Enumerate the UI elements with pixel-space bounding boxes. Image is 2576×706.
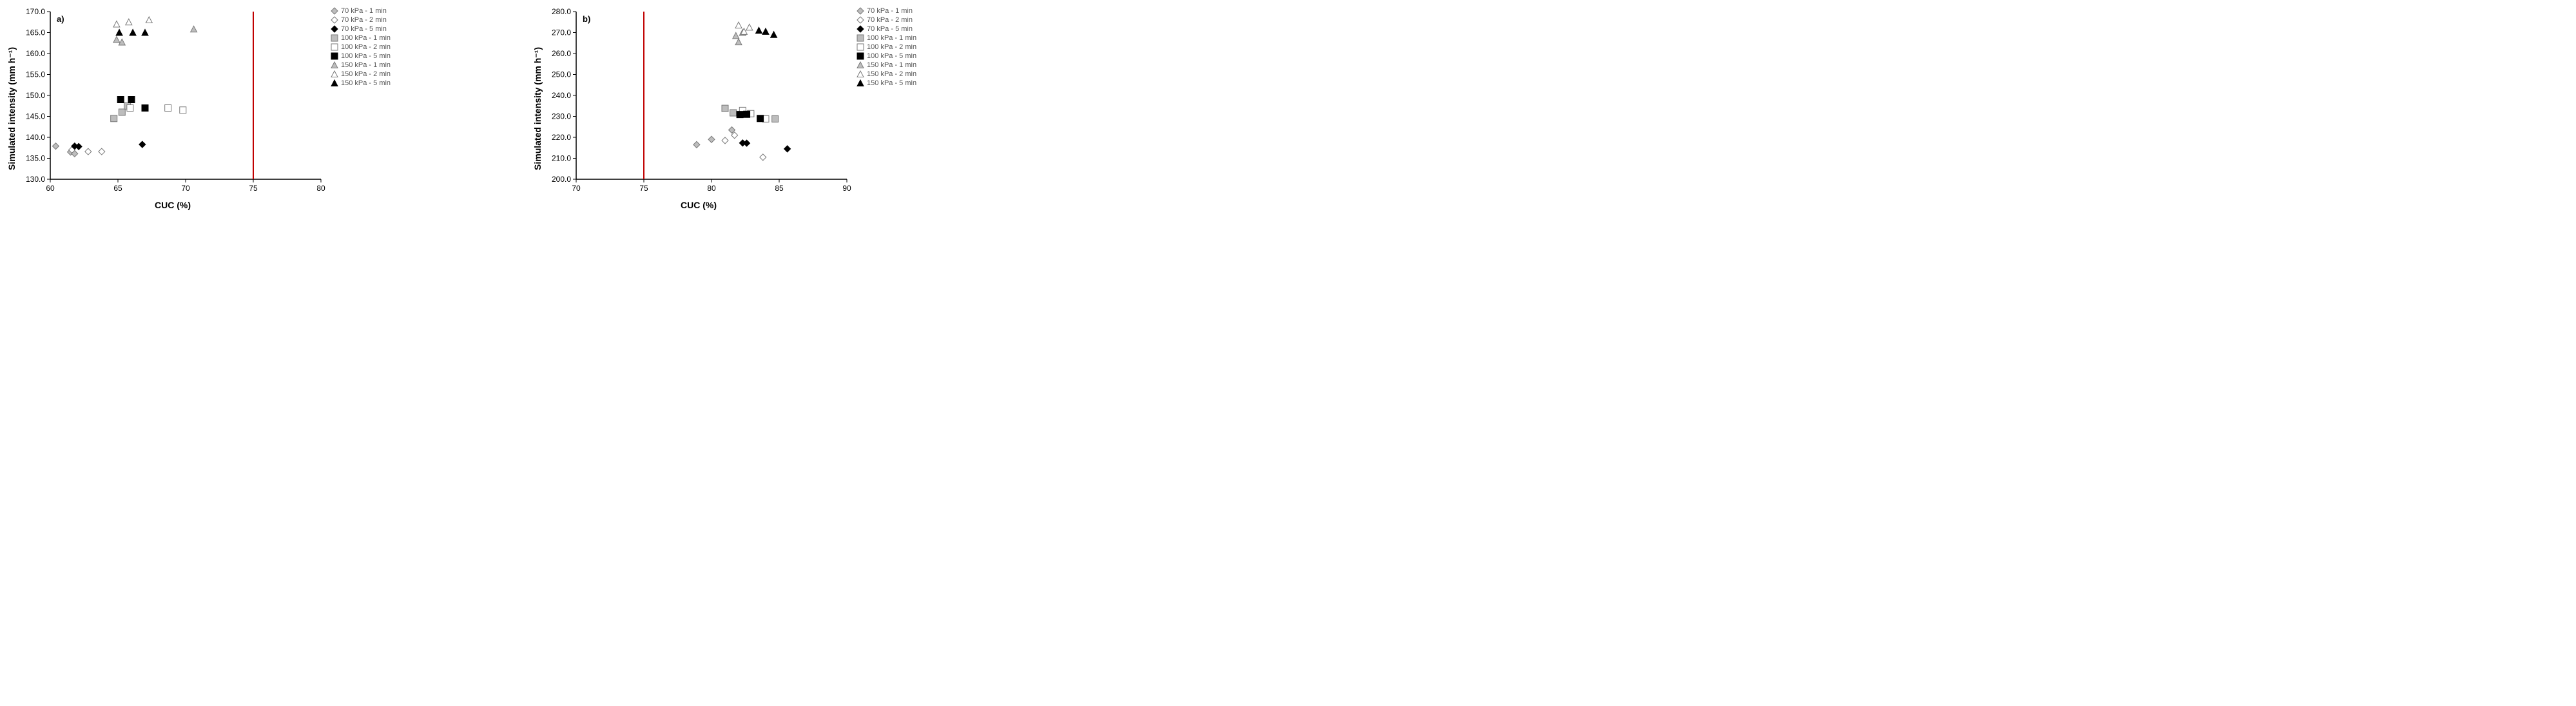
legend-item: 70 kPa - 5 min [856,25,916,34]
svg-text:90: 90 [842,184,851,193]
svg-text:150.0: 150.0 [26,91,45,100]
scatter-plot-b: 200.0 210.0 220.0 230.0 240.0 250.0 260.0 270.0… [545,6,852,197]
svg-text:240.0: 240.0 [552,91,571,100]
legend-label: 100 kPa - 5 min [341,52,391,61]
svg-text:65: 65 [113,184,122,193]
chart-a-row: Simulated intensity (mm h⁻¹) 130.0135.01… [6,6,326,210]
legend-item: 70 kPa - 2 min [856,15,916,25]
legend-item: 100 kPa - 5 min [330,52,391,61]
legend-item: 70 kPa - 2 min [330,15,391,25]
ylabel-a: Simulated intensity (mm h⁻¹) [6,47,17,170]
legend-label: 70 kPa - 2 min [341,16,387,25]
svg-text:70: 70 [181,184,190,193]
legend-item: 150 kPa - 2 min [330,70,391,79]
svg-text:140.0: 140.0 [26,133,45,142]
legend-label: 100 kPa - 2 min [867,43,916,52]
svg-text:160.0: 160.0 [26,49,45,58]
legend-label: 70 kPa - 5 min [867,25,913,34]
chart-b-row: Simulated intensity (mm h⁻¹) 200.0210.02… [532,6,852,210]
legend-label: 70 kPa - 5 min [341,25,387,34]
svg-text:a): a) [57,14,64,24]
legend-label: 150 kPa - 2 min [867,70,916,79]
svg-text:80: 80 [316,184,325,193]
legend-label: 150 kPa - 5 min [867,79,916,88]
svg-text:155.0: 155.0 [26,70,45,79]
legend-label: 70 kPa - 2 min [867,16,913,25]
legend-item: 150 kPa - 2 min [856,70,916,79]
legend-item: 150 kPa - 1 min [330,61,391,70]
svg-text:230.0: 230.0 [552,112,571,121]
svg-text:280.0: 280.0 [552,7,571,16]
legend-label: 100 kPa - 1 min [341,34,391,43]
svg-text:210.0: 210.0 [552,154,571,163]
legend-b: 70 kPa - 1 min70 kPa - 2 min70 kPa - 5 m… [856,6,916,88]
svg-text:145.0: 145.0 [26,112,45,121]
xlabel-a: CUC (%) [155,200,191,210]
legend-item: 100 kPa - 1 min [330,34,391,43]
svg-text:270.0: 270.0 [552,28,571,37]
legend-item: 100 kPa - 5 min [856,52,916,61]
chart-a-wrap: 130.0 135.0 140.0 145.0 150.0 155.0 160.0 165.0… [19,6,326,210]
legend-label: 100 kPa - 5 min [867,52,916,61]
ylabel-b: Simulated intensity (mm h⁻¹) [532,47,543,170]
legend-item: 150 kPa - 5 min [330,79,391,88]
svg-text:130.0: 130.0 [26,175,45,184]
legend-label: 150 kPa - 1 min [867,61,916,70]
chart-b-wrap: 200.0 210.0 220.0 230.0 240.0 250.0 260.0 270.0… [545,6,852,210]
svg-text:85: 85 [775,184,784,193]
legend-item: 70 kPa - 5 min [330,25,391,34]
legend-label: 70 kPa - 1 min [867,7,913,15]
svg-text:75: 75 [249,184,258,193]
svg-text:b): b) [583,14,590,24]
scatter-plot-a: 130.0 135.0 140.0 145.0 150.0 155.0 160.0 165.0… [19,6,326,197]
legend-item: 70 kPa - 1 min [856,6,916,15]
svg-text:165.0: 165.0 [26,28,45,37]
legend-item: 150 kPa - 1 min [856,61,916,70]
svg-text:250.0: 250.0 [552,70,571,79]
svg-text:75: 75 [639,184,648,193]
legend-label: 150 kPa - 1 min [341,61,391,70]
legend-item: 150 kPa - 5 min [856,79,916,88]
panel-a: Simulated intensity (mm h⁻¹) 130.0135.01… [6,6,391,210]
xlabel-b: CUC (%) [681,200,717,210]
legend-item: 70 kPa - 1 min [330,6,391,15]
svg-text:60: 60 [46,184,55,193]
svg-text:80: 80 [707,184,716,193]
svg-text:200.0: 200.0 [552,175,571,184]
legend-label: 150 kPa - 2 min [341,70,391,79]
svg-text:170.0: 170.0 [26,7,45,16]
legend-item: 100 kPa - 2 min [330,43,391,52]
svg-text:135.0: 135.0 [26,154,45,163]
legend-a: 70 kPa - 1 min70 kPa - 2 min70 kPa - 5 m… [330,6,391,88]
svg-text:260.0: 260.0 [552,49,571,58]
svg-text:70: 70 [572,184,581,193]
legend-item: 100 kPa - 1 min [856,34,916,43]
svg-text:220.0: 220.0 [552,133,571,142]
legend-item: 100 kPa - 2 min [856,43,916,52]
legend-label: 100 kPa - 2 min [341,43,391,52]
panel-b: Simulated intensity (mm h⁻¹) 200.0210.02… [532,6,916,210]
legend-label: 150 kPa - 5 min [341,79,391,88]
legend-label: 70 kPa - 1 min [341,7,387,15]
legend-label: 100 kPa - 1 min [867,34,916,43]
